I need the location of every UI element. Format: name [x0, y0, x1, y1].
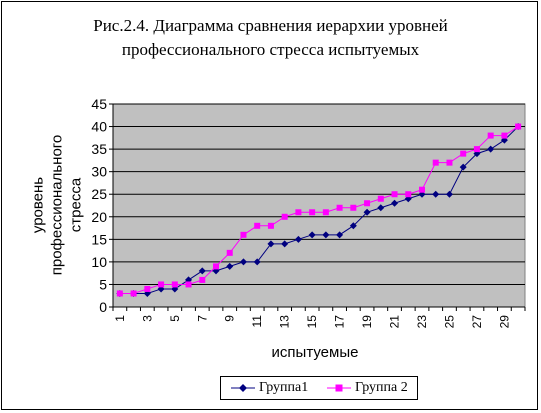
series-2-point-11	[254, 222, 261, 229]
x-tick-label-23: 23	[415, 315, 429, 329]
series-1-point-20	[377, 204, 385, 212]
series-line-1	[119, 126, 519, 294]
series-2-point-22	[405, 191, 412, 198]
chart-title-line2: профессионального стресса испытуемых	[121, 40, 420, 59]
series-1-point-7	[198, 267, 206, 275]
x-tick-label-9: 9	[223, 315, 237, 322]
series-2-point-18	[350, 204, 357, 211]
legend-swatch-group1	[231, 384, 255, 392]
series-1-point-12	[267, 240, 275, 248]
series-2-point-14	[295, 209, 302, 216]
series-1-point-25	[445, 190, 453, 198]
series-2-point-15	[309, 209, 316, 216]
series-2-point-10	[240, 231, 247, 238]
x-tick-label-25: 25	[442, 315, 456, 329]
legend-swatch-group2	[327, 384, 351, 392]
x-tick-label-11: 11	[250, 315, 264, 328]
series-2-point-2	[130, 290, 137, 297]
series-1-point-26	[459, 163, 467, 171]
y-tick-label-15: 15	[91, 231, 107, 247]
x-tick-label-29: 29	[497, 315, 511, 329]
series-1-point-15	[308, 231, 316, 239]
x-tick-label-19: 19	[360, 315, 374, 329]
x-tick-label-3: 3	[140, 315, 154, 322]
series-1-point-19	[363, 208, 371, 216]
legend: Группа1 Группа 2	[220, 376, 418, 400]
x-tick-label-27: 27	[470, 315, 484, 329]
series-2-point-27	[473, 146, 480, 153]
series-2-point-6	[185, 281, 192, 288]
series-2-point-13	[281, 213, 288, 220]
legend-label-group2: Группа 2	[355, 380, 408, 395]
series-2-point-7	[199, 276, 206, 283]
series-1-point-9	[226, 262, 234, 270]
legend-label-group1: Группа1	[259, 380, 309, 395]
series-2-point-1	[116, 290, 123, 297]
series-2-point-4	[158, 281, 165, 288]
series-1-point-28	[487, 145, 495, 153]
series-1-point-14	[294, 235, 302, 243]
series-2-point-9	[226, 249, 233, 256]
series-2-point-23	[419, 186, 425, 193]
series-2-point-20	[377, 195, 384, 202]
series-2-point-17	[336, 204, 343, 211]
series-2-point-19	[364, 200, 371, 207]
y-tick-label-5: 5	[99, 276, 107, 292]
series-2-point-24	[432, 159, 439, 166]
y-axis-title-line-2: профессионального	[49, 135, 66, 276]
plot-area	[112, 103, 526, 308]
series-1-point-13	[281, 240, 289, 248]
chart-title-line1: Рис.2.4. Диаграмма сравнения иерархии ур…	[93, 16, 448, 35]
series-2-point-26	[460, 150, 467, 157]
y-tick-label-30: 30	[91, 164, 107, 180]
y-tick-label-45: 45	[91, 96, 107, 112]
y-tick-label-0: 0	[99, 299, 107, 315]
series-2-point-28	[487, 132, 494, 139]
series-1-point-21	[391, 199, 399, 207]
series-1-point-16	[322, 231, 330, 239]
series-1-point-24	[432, 190, 440, 198]
y-tick-label-10: 10	[91, 254, 107, 270]
series-2-point-25	[446, 159, 453, 166]
series-2-point-5	[171, 281, 178, 288]
series-2-point-30	[515, 123, 522, 130]
chart-title: Рис.2.4. Диаграмма сравнения иерархии ур…	[0, 14, 541, 62]
x-tick-label-1: 1	[113, 315, 127, 322]
series-1-point-11	[253, 258, 261, 266]
x-tick-label-21: 21	[388, 315, 402, 329]
y-axis-title-line-1: уровень	[30, 177, 47, 233]
series-1-point-10	[239, 258, 247, 266]
y-tick-label-40: 40	[91, 119, 107, 135]
series-2-point-16	[322, 209, 329, 216]
series-1-point-18	[349, 222, 357, 230]
x-tick-label-7: 7	[195, 315, 209, 322]
x-tick-label-13: 13	[278, 315, 292, 329]
series-2-point-8	[213, 263, 219, 270]
y-tick-label-25: 25	[91, 186, 107, 202]
y-axis-title-line-3: стресса	[68, 177, 85, 232]
series-2-point-3	[144, 285, 151, 292]
series-2-point-21	[391, 191, 398, 198]
x-tick-label-15: 15	[305, 315, 319, 329]
y-tick-label-35: 35	[91, 141, 107, 157]
x-tick-label-5: 5	[168, 315, 182, 322]
series-2-point-12	[267, 222, 274, 229]
series-1-point-17	[336, 231, 344, 239]
x-tick-label-17: 17	[333, 315, 347, 329]
series-2-point-29	[501, 132, 508, 139]
y-tick-label-20: 20	[91, 209, 107, 225]
x-axis-title: испытуемые	[272, 344, 359, 361]
